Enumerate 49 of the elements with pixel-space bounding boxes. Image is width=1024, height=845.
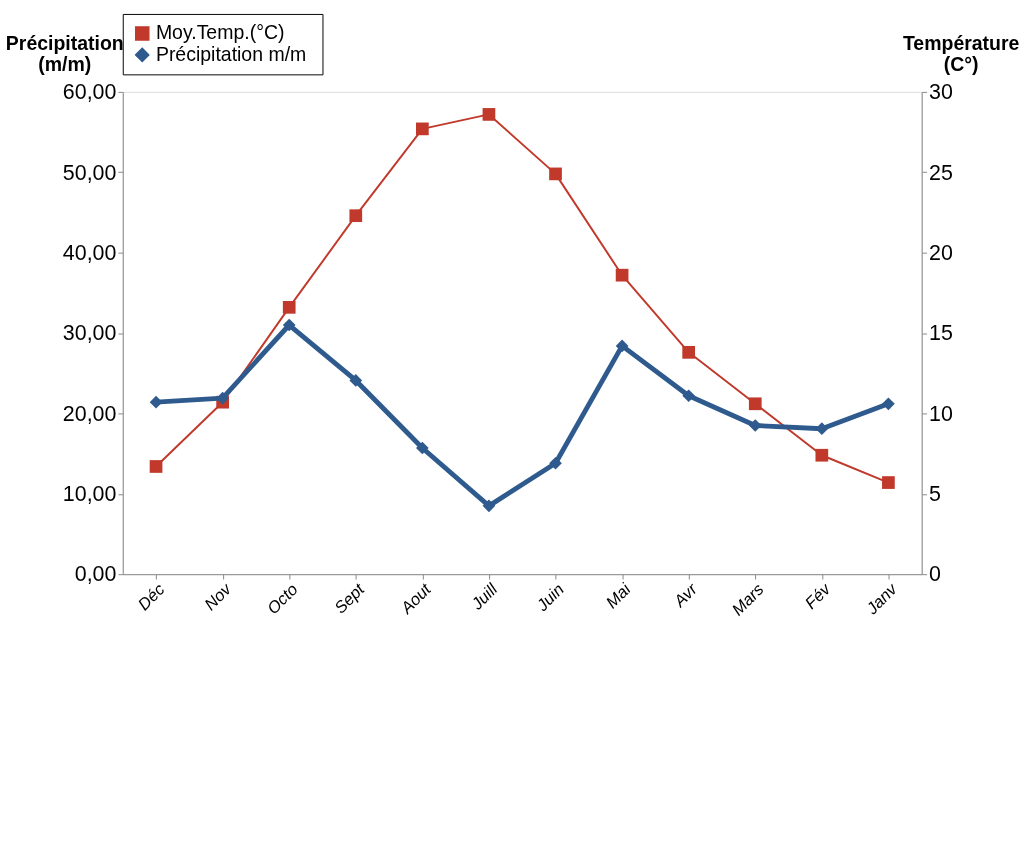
y-axis-title: Précipitation (m/m) [5, 31, 124, 75]
legend-label: Précipitation m/m [155, 42, 307, 65]
x-tick-label: Mai [602, 578, 636, 613]
point [282, 318, 296, 332]
x-tick-label: Octo [263, 579, 302, 618]
point [349, 209, 363, 223]
point [815, 422, 829, 436]
point [482, 499, 496, 513]
y2-tick-label: 20 [929, 240, 953, 265]
point [615, 339, 629, 353]
point [549, 167, 562, 181]
y-tick-label: 20,00 [62, 401, 117, 426]
x-tick-label: Déc [134, 579, 169, 615]
y-tick-label: 50,00 [62, 160, 117, 185]
point [882, 476, 895, 489]
point [549, 456, 562, 470]
point [416, 122, 429, 136]
point [149, 460, 163, 473]
y2-tick-label: 15 [929, 321, 953, 346]
y-tick-label: 0,00 [74, 562, 117, 587]
point [416, 441, 429, 455]
y2-tick-label: 0 [929, 562, 941, 587]
point [748, 419, 762, 432]
x-tick-label: Fév [801, 578, 836, 613]
x-tick-label: Juill [466, 578, 503, 615]
y2-axis-title: Température (C°) [902, 31, 1020, 75]
y-tick-label: 30,00 [62, 321, 117, 346]
y2-tick-label: 30 [929, 80, 953, 105]
y-tick-label: 60,00 [62, 80, 117, 105]
x-tick-label: Avr [669, 578, 702, 612]
point [682, 389, 696, 403]
point [149, 395, 163, 409]
x-tick-label: Juin [532, 579, 568, 616]
point [349, 374, 363, 387]
y-tick-label: 40,00 [62, 240, 117, 265]
point [748, 397, 762, 411]
y2-tick-label: 10 [929, 401, 953, 426]
point [482, 108, 496, 121]
point [282, 300, 296, 314]
y2-tick-label: 5 [929, 482, 941, 507]
y-tick-label: 10,00 [62, 482, 117, 507]
point [882, 397, 895, 411]
legend-label: Moy.Temp.(°C) [155, 21, 285, 44]
point [216, 391, 229, 405]
point [682, 345, 696, 359]
x-tick-label: Nov [200, 578, 237, 615]
y2-tick-label: 25 [929, 160, 953, 185]
point [615, 268, 629, 282]
point [815, 448, 829, 462]
